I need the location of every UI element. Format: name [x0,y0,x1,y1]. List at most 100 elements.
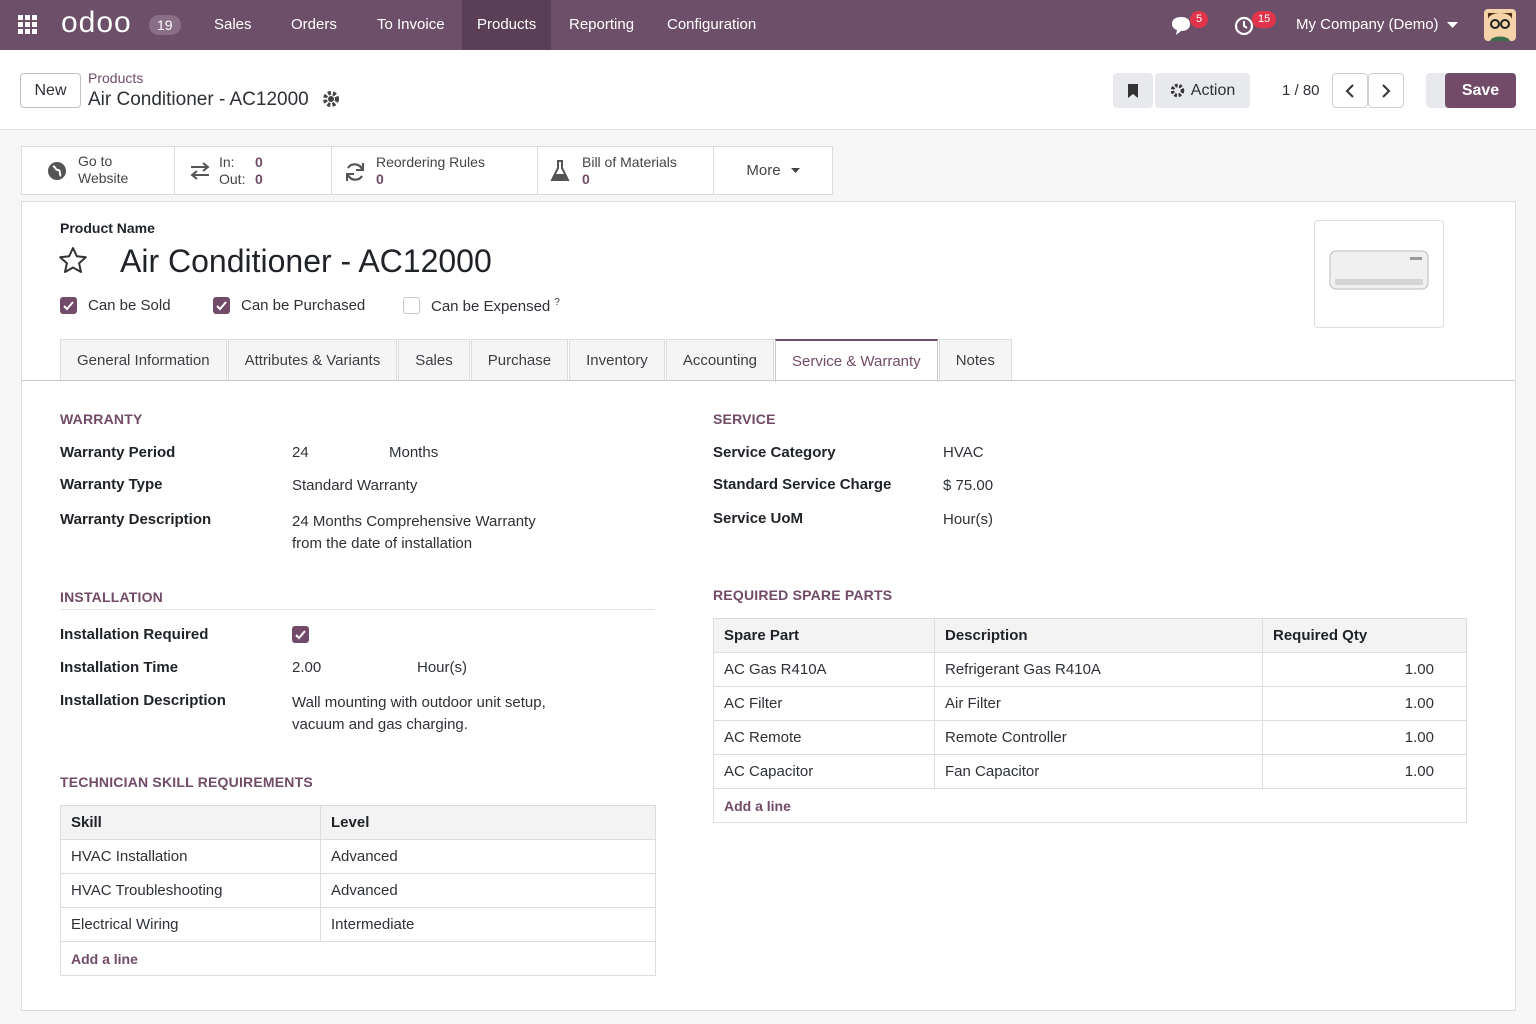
table-cell[interactable]: 1.00 [1262,720,1467,755]
field-unit[interactable]: Hour(s) [417,659,468,676]
tab[interactable]: Inventory [569,339,665,381]
section-divider [60,609,655,610]
caret [790,167,800,173]
table-row[interactable]: HVAC Installation Advanced [60,839,656,874]
field-label: Warranty Type [60,476,163,493]
menu-item[interactable]: Products [462,0,552,50]
menu-item[interactable]: To Invoice [377,16,445,33]
tab[interactable]: Sales [398,339,470,381]
table-cell[interactable]: AC Gas R410A [713,652,935,687]
table-row[interactable]: AC Capacitor Fan Capacitor 1.00 [713,754,1467,789]
table-cell[interactable]: Electrical Wiring [60,907,321,942]
avatar[interactable] [1484,9,1516,41]
tab[interactable]: General Information [60,339,227,381]
checkbox[interactable] [60,297,77,314]
field-value[interactable]: 24 Months Comprehensive Warranty from th… [292,513,536,552]
checkbox[interactable] [403,297,420,314]
field-unit[interactable]: Months [389,444,439,461]
menu-item[interactable]: Orders [291,16,337,33]
bom-button[interactable]: Bill of Materials 0 [538,147,714,194]
product-image[interactable] [1314,220,1444,328]
in-out-button[interactable]: In: 0 Out: 0 [175,147,332,194]
company-switcher[interactable]: My Company (Demo) [1296,16,1439,33]
field-value[interactable]: $ 75.00 [943,477,994,494]
checkbox[interactable] [213,297,230,314]
gear-icon[interactable] [322,90,340,108]
caret [1447,22,1458,28]
table-row[interactable]: Electrical Wiring Intermediate [60,907,656,942]
breadcrumb[interactable]: Products [88,70,144,86]
checkbox-label[interactable]: Can be Expensed? [431,297,560,315]
more-button[interactable]: More [714,147,832,194]
field-value[interactable]: 24 [292,444,309,461]
field-value[interactable]: Wall mounting with outdoor unit setup, v… [292,694,546,733]
table-row[interactable]: AC Filter Air Filter 1.00 [713,686,1467,721]
field-label: Installation Description [60,692,226,709]
tab[interactable]: Attributes & Variants [227,339,398,381]
help-tooltip[interactable]: ? [554,297,560,308]
add-line[interactable]: Add a line [713,788,1467,823]
checkbox-label[interactable]: Can be Purchased [241,297,366,314]
check-icon [63,301,74,311]
field-label: Service UoM [713,510,804,527]
field-value[interactable]: 2.00 [292,659,322,676]
favorite-star[interactable] [58,246,88,275]
table-cell[interactable]: Refrigerant Gas R410A [934,652,1263,687]
reordering-button[interactable]: Reordering Rules 0 [332,147,538,194]
transfer-icon [190,162,210,180]
chevron-right [1382,83,1391,98]
table-row[interactable]: AC Remote Remote Controller 1.00 [713,720,1467,755]
save-button[interactable]: Save [1445,73,1516,108]
table-cell[interactable]: 1.00 [1262,652,1467,687]
table-cell[interactable]: AC Remote [713,720,935,755]
bookmark-button[interactable] [1113,73,1153,108]
table-cell[interactable]: Remote Controller [934,720,1263,755]
field-value[interactable]: HVAC [943,444,984,461]
in-value: 0 [255,154,263,170]
field-value[interactable]: Hour(s) [943,511,994,528]
messages-icon[interactable] [1170,15,1194,37]
table-cell[interactable]: Air Filter [934,686,1263,721]
logo[interactable]: odoo [61,6,132,39]
globe-icon [48,162,66,180]
next-button[interactable] [1368,73,1404,108]
tab[interactable]: Accounting [665,339,775,381]
table-cell[interactable]: AC Capacitor [713,754,935,789]
menu-item[interactable]: Configuration [667,16,757,33]
gear-icon [1170,83,1185,98]
table-row[interactable]: HVAC Troubleshooting Advanced [60,873,656,908]
field-label: Standard Service Charge [713,476,892,493]
table-cell[interactable]: Fan Capacitor [934,754,1263,789]
checkbox[interactable] [292,626,309,643]
tab[interactable]: Service & Warranty [775,339,938,382]
action-button[interactable]: Action [1155,73,1250,108]
activities-badge: 15 [1252,11,1277,28]
action-label: Action [1190,81,1236,99]
tab[interactable]: Notes [938,339,1012,381]
table-cell[interactable]: 1.00 [1262,686,1467,721]
table-cell[interactable]: HVAC Installation [60,839,321,874]
checkbox-label[interactable]: Can be Sold [88,297,171,314]
apps-icon[interactable] [18,15,38,35]
field-value[interactable]: Standard Warranty [292,477,418,494]
tab[interactable]: Purchase [470,339,569,381]
table-cell[interactable]: AC Filter [713,686,935,721]
add-line[interactable]: Add a line [60,941,656,976]
prev-button[interactable] [1332,73,1368,108]
table-cell[interactable]: HVAC Troubleshooting [60,873,321,908]
website-button[interactable]: Go to Website [22,147,175,194]
menu-item[interactable]: Reporting [569,16,635,33]
header-row: Skill Level [60,805,656,840]
table-cell[interactable]: 1.00 [1262,754,1467,789]
bom-value: 0 [582,171,590,187]
table-cell[interactable]: Advanced [320,839,656,874]
new-button[interactable]: New [20,73,81,108]
table-cell[interactable]: Intermediate [320,907,656,942]
table-row[interactable]: AC Gas R410A Refrigerant Gas R410A 1.00 [713,652,1467,687]
activities-icon[interactable] [1233,15,1255,37]
menu-item[interactable]: Sales [214,16,252,33]
pager[interactable]: 1 / 80 [1282,82,1320,99]
table-cell[interactable]: Advanced [320,873,656,908]
field-label: Installation Required [60,626,209,643]
